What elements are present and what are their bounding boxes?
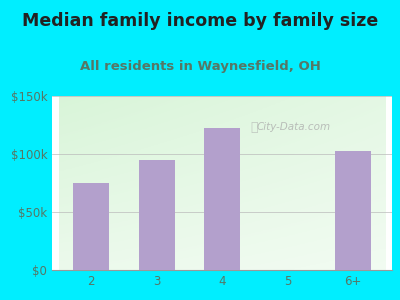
Text: Ⓠ: Ⓠ: [250, 121, 258, 134]
Bar: [204, 128, 240, 270]
Bar: [139, 160, 174, 270]
Bar: [335, 151, 371, 270]
Text: City-Data.com: City-Data.com: [256, 122, 330, 132]
Text: All residents in Waynesfield, OH: All residents in Waynesfield, OH: [80, 60, 320, 73]
Text: Median family income by family size: Median family income by family size: [22, 12, 378, 30]
Bar: [73, 183, 109, 270]
